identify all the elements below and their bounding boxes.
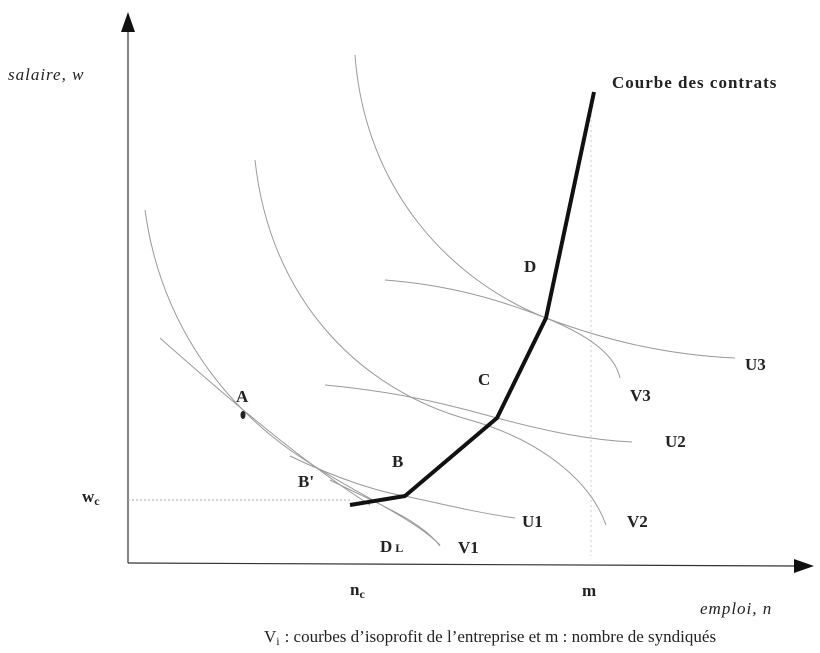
nc-sub: c bbox=[359, 587, 365, 601]
contract-curve-label: Courbe des contrats bbox=[612, 73, 777, 92]
wc-sub: c bbox=[94, 494, 100, 508]
u3-label: U3 bbox=[745, 355, 766, 374]
caption-symbol: V bbox=[264, 627, 277, 646]
point-b-prime: B' bbox=[298, 472, 314, 491]
x-axis bbox=[127, 562, 799, 567]
x-axis-label: emploi, n bbox=[700, 599, 772, 618]
wc-label: wc bbox=[82, 487, 100, 508]
y-arrow bbox=[121, 12, 135, 32]
wc-main: w bbox=[82, 487, 95, 506]
m-label: m bbox=[582, 581, 596, 600]
point-a bbox=[240, 411, 246, 419]
x-arrow bbox=[794, 559, 814, 573]
point-d: D bbox=[524, 257, 536, 276]
isoprofit-v3 bbox=[354, 54, 621, 379]
isoprofit-v2 bbox=[254, 159, 607, 526]
nc-label: nc bbox=[350, 580, 365, 601]
isoprofit-v1 bbox=[144, 209, 441, 546]
v2-label: V2 bbox=[627, 512, 648, 531]
contract-curve bbox=[349, 91, 596, 507]
u1-label: U1 bbox=[522, 512, 543, 531]
indifference-u3 bbox=[384, 279, 736, 359]
v3-label: V3 bbox=[630, 386, 651, 405]
v1-label: V1 bbox=[458, 538, 479, 557]
isoprofit-small bbox=[329, 479, 441, 547]
y-axis-label: salaire, w bbox=[8, 65, 84, 84]
point-a-label: A bbox=[236, 387, 249, 406]
u2-label: U2 bbox=[665, 432, 686, 451]
caption-sub: i bbox=[276, 634, 280, 648]
point-c: C bbox=[478, 370, 490, 389]
caption: Vi : courbes d’isoprofit de l’entreprise … bbox=[264, 627, 716, 648]
caption-text: : courbes d’isoprofit de l’entreprise et… bbox=[285, 627, 717, 646]
dl-sub: L bbox=[395, 541, 403, 555]
tangent-line bbox=[159, 337, 371, 506]
dl-main: D bbox=[380, 537, 392, 556]
nc-main: n bbox=[350, 580, 360, 599]
point-b: B bbox=[392, 452, 403, 471]
